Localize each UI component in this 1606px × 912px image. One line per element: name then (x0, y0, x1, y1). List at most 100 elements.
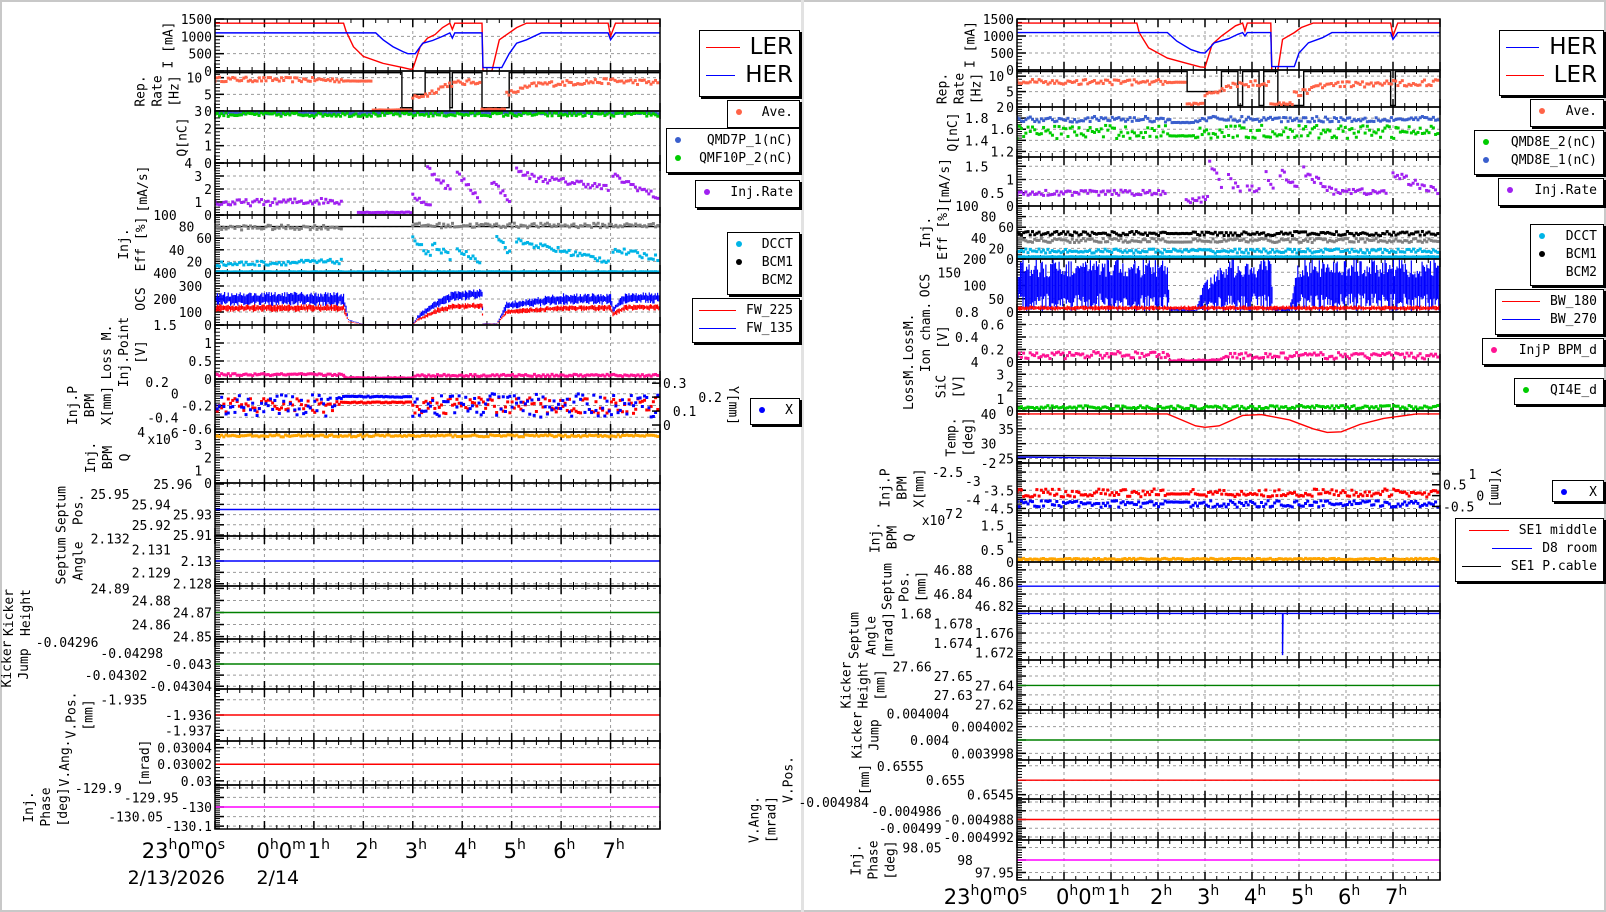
data-point (528, 224, 532, 228)
data-point (502, 111, 506, 115)
data-point (244, 198, 248, 202)
data-point (312, 434, 316, 438)
data-point (388, 401, 392, 405)
data-point (603, 414, 607, 418)
data-point (614, 223, 618, 227)
data-point (585, 223, 589, 227)
y-tick-label: 2 (204, 122, 212, 137)
data-point (430, 173, 434, 177)
data-point (571, 83, 575, 87)
data-point (521, 435, 525, 439)
data-point (226, 203, 230, 207)
y-axis-label: X[mm] (100, 386, 115, 425)
data-point (464, 434, 468, 438)
data-point (413, 94, 417, 98)
y-axis-label: Rep. (134, 75, 149, 106)
data-point (347, 270, 351, 273)
data-point (583, 222, 587, 226)
data-point (293, 408, 297, 412)
data-point (438, 113, 442, 117)
data-point (656, 408, 660, 412)
data-point (548, 433, 552, 437)
data-point (629, 78, 633, 82)
data-point (519, 400, 523, 404)
data-point (570, 409, 574, 413)
data-point (344, 394, 348, 398)
data-point (428, 91, 432, 95)
data-point (273, 77, 277, 81)
x-tick-value: 23 (142, 839, 169, 863)
data-point (469, 372, 473, 376)
data-point (563, 111, 567, 114)
data-point (567, 410, 571, 414)
data-point (418, 270, 422, 273)
data-point (257, 407, 261, 411)
data-point (513, 114, 517, 118)
data-point (537, 81, 541, 85)
data-point (288, 261, 292, 265)
data-point (543, 243, 547, 247)
data-point (222, 111, 226, 115)
data-point (464, 250, 468, 254)
data-point (428, 253, 432, 257)
data-point (387, 270, 391, 273)
y-tick-label: -130.1 (165, 820, 212, 835)
data-point (271, 401, 275, 405)
data-point (491, 107, 495, 111)
data-point (541, 395, 545, 399)
data-point (574, 434, 578, 438)
data-point (633, 249, 637, 253)
data-point (321, 433, 325, 437)
data-point (444, 250, 448, 254)
data-point (302, 224, 306, 228)
data-point (622, 180, 626, 184)
y2-tick-label: 0.3 (663, 377, 686, 392)
data-point (397, 400, 401, 404)
y-axis-label: [Hz] (168, 75, 183, 106)
data-point (266, 111, 270, 115)
data-point (633, 79, 637, 83)
data-point (380, 108, 384, 111)
data-point (297, 399, 301, 403)
data-point (253, 434, 257, 438)
data-point (369, 270, 373, 273)
data-point (264, 434, 268, 438)
data-point (447, 373, 451, 377)
data-point (591, 184, 595, 188)
data-point (242, 200, 246, 204)
data-point (561, 404, 565, 408)
data-point (519, 407, 523, 411)
data-point (532, 246, 536, 250)
data-point (451, 111, 455, 115)
panel-frame (214, 324, 661, 380)
data-point (583, 113, 587, 117)
data-point (384, 395, 388, 399)
data-point (273, 373, 277, 377)
data-point (592, 111, 596, 115)
data-point (315, 261, 319, 265)
data-point (512, 221, 516, 225)
y-tick-label: -0.043 (165, 658, 212, 673)
data-point (426, 406, 430, 410)
data-point (473, 111, 477, 115)
data-point (306, 201, 310, 205)
data-point (400, 400, 404, 404)
data-point (552, 374, 556, 378)
data-point (350, 270, 354, 273)
data-point (462, 252, 466, 256)
data-point (418, 113, 422, 117)
data-point (436, 373, 440, 377)
data-point (388, 395, 392, 399)
data-point (460, 112, 464, 116)
data-point (244, 372, 248, 376)
data-point (420, 113, 424, 117)
data-point (500, 107, 504, 111)
data-point (654, 111, 658, 115)
data-point (579, 224, 583, 228)
data-point (621, 433, 625, 437)
data-point (246, 404, 250, 408)
data-point (222, 226, 226, 230)
data-point (328, 111, 332, 114)
x-tick-value: 0 (256, 839, 269, 863)
